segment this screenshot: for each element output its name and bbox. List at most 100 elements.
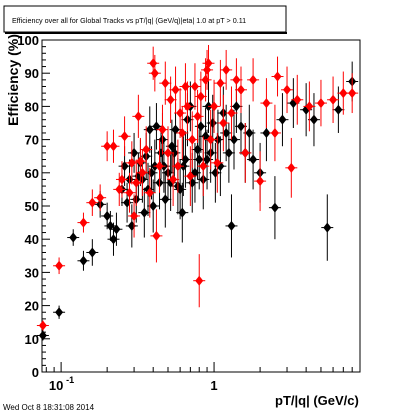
diamond-marker [178, 207, 187, 218]
diamond-marker [190, 81, 199, 92]
diamond-marker [149, 201, 158, 211]
y-tick-label: 20 [25, 299, 39, 314]
diamond-marker [262, 127, 271, 138]
diamond-marker [120, 161, 129, 172]
data-point [247, 129, 260, 190]
diamond-marker [213, 157, 222, 168]
data-point [271, 56, 284, 97]
diamond-marker [222, 127, 231, 138]
diamond-marker [115, 184, 124, 195]
diamond-marker [293, 94, 302, 105]
data-point [208, 79, 221, 133]
diamond-marker [103, 210, 112, 221]
data-point [125, 141, 138, 185]
diamond-marker [109, 141, 118, 152]
diamond-marker [138, 167, 147, 178]
diamond-marker [273, 71, 282, 82]
data-point [171, 139, 184, 193]
data-point [239, 123, 252, 183]
diamond-marker [88, 247, 97, 258]
diamond-marker [176, 108, 185, 119]
diamond-marker [232, 74, 241, 85]
diamond-marker [334, 104, 343, 115]
data-point [123, 172, 136, 213]
x-tick-exponent: -1 [66, 375, 74, 385]
data-point [234, 66, 247, 114]
data-point [169, 66, 182, 114]
data-point [211, 132, 224, 193]
y-tick-label: 60 [25, 166, 39, 181]
data-point [217, 94, 230, 152]
diamond-marker [145, 187, 154, 198]
data-point [204, 109, 217, 170]
diamond-marker [130, 210, 139, 221]
diamond-marker [152, 230, 161, 241]
data-point [202, 44, 215, 82]
diamond-marker [155, 161, 164, 172]
diamond-marker [140, 207, 149, 218]
title-box: Efficiency over all for Global Tracks vs… [3, 5, 287, 34]
diamond-marker [270, 202, 279, 213]
diamond-marker [241, 147, 250, 158]
diamond-marker [316, 98, 325, 109]
diamond-marker [181, 154, 190, 165]
diamond-marker [188, 134, 197, 145]
diamond-marker [117, 174, 126, 185]
diamond-marker [323, 222, 332, 233]
chart-title: Efficiency over all for Global Tracks vs… [12, 16, 246, 25]
diamond-marker [132, 177, 141, 188]
y-tick-label: 30 [25, 265, 39, 280]
diamond-marker [216, 78, 225, 89]
data-point [147, 179, 160, 233]
timestamp: Wed Oct 8 18:31:08 2014 [3, 403, 95, 412]
data-point [285, 137, 298, 198]
diamond-marker [236, 121, 245, 132]
data-point [225, 194, 238, 258]
diamond-marker [109, 234, 118, 245]
diamond-marker [283, 84, 292, 95]
data-point [128, 194, 141, 238]
data-point [77, 212, 90, 233]
diamond-marker [145, 124, 154, 135]
diamond-marker [157, 147, 166, 158]
data-point [186, 111, 199, 168]
x-tick-label: 10 [49, 378, 63, 393]
diamond-marker [178, 127, 187, 138]
diamond-marker [169, 174, 178, 185]
data-point [314, 79, 327, 127]
data-point [159, 61, 172, 105]
diamond-marker [236, 84, 245, 95]
diamond-marker [164, 147, 173, 158]
diamond-marker [161, 78, 170, 89]
diamond-marker [203, 154, 212, 165]
diamond-marker [262, 98, 271, 109]
data-series [36, 44, 359, 331]
diamond-marker [204, 58, 213, 69]
diamond-marker [38, 320, 47, 331]
data-point [321, 194, 334, 261]
data-point [176, 106, 189, 160]
data-point [156, 104, 169, 155]
data-point [307, 93, 320, 147]
diamond-marker [222, 64, 231, 75]
data-point [36, 330, 49, 341]
data-point [214, 59, 227, 107]
diamond-marker [166, 94, 175, 105]
diamond-marker [195, 154, 204, 165]
diamond-marker [193, 111, 202, 122]
diamond-marker [79, 217, 88, 228]
data-point [247, 58, 260, 102]
diamond-marker [171, 84, 180, 95]
diamond-marker [287, 162, 296, 173]
data-point [181, 81, 194, 132]
y-tick-label: 50 [25, 199, 39, 214]
data-point [291, 74, 304, 125]
data-point [107, 129, 120, 163]
y-axis-label: Efficiency (%) [5, 34, 21, 126]
diamond-marker [161, 194, 170, 205]
diamond-marker [173, 161, 182, 172]
diamond-marker [348, 88, 357, 99]
data-point [53, 305, 66, 319]
